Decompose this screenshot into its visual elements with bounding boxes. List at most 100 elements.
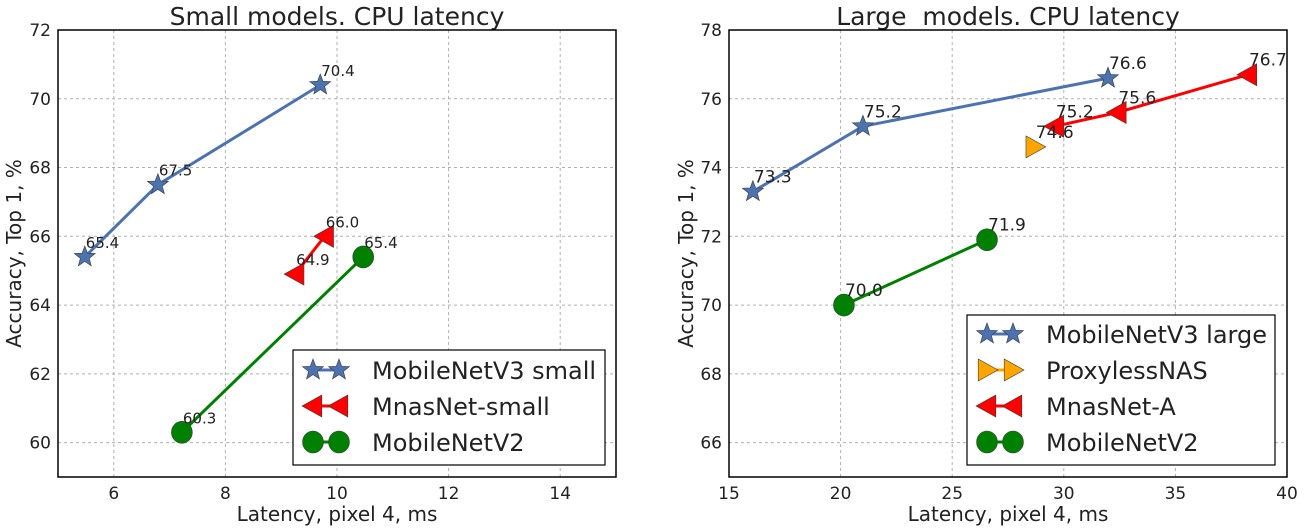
y-tick-label: 66 (29, 227, 51, 247)
legend-marker-star (1001, 322, 1025, 344)
legend-label: MobileNetV2 (1046, 429, 1199, 457)
x-tick-label: 40 (1276, 484, 1298, 504)
x-axis-label: Latency, pixel 4, ms (908, 502, 1109, 526)
legend-marker-star (975, 322, 999, 344)
x-tick-label: 10 (326, 484, 348, 504)
data-point-triangle-left (313, 224, 334, 248)
plot-area: 65.4 67.5 70.4 64.9 66.0 60.3 65.4 (73, 62, 398, 444)
data-point-triangle-left (283, 262, 305, 286)
data-point-triangle-right (1025, 135, 1047, 159)
data-point-star (741, 179, 765, 202)
data-label: 75.6 (1118, 89, 1156, 109)
y-tick-label: 60 (29, 434, 51, 454)
y-tick-label: 70 (700, 296, 722, 316)
legend-label: MobileNetV3 small (372, 357, 596, 385)
legend-entry: MobileNetV2 (976, 429, 1199, 457)
x-tick-label: 6 (108, 484, 119, 504)
legend-label: MobileNetV3 large (1046, 321, 1267, 349)
data-label: 67.5 (159, 162, 192, 180)
series-line (180, 255, 365, 434)
series-proxylessnas (1025, 135, 1047, 159)
legend-label: MobileNetV2 (372, 429, 525, 457)
x-tick-label: 8 (220, 484, 231, 504)
data-label: 70.4 (321, 62, 354, 80)
y-tick-label: 68 (29, 159, 51, 179)
legend-marker-triangle-left (327, 394, 349, 418)
legend-entry: ProxylessNAS (977, 357, 1208, 385)
data-point-circle (352, 245, 374, 269)
legend-marker-circle (976, 430, 998, 454)
series-line (843, 238, 988, 307)
data-label: 75.2 (864, 102, 902, 122)
data-label: 64.9 (296, 251, 329, 269)
legend-marker-circle (302, 430, 324, 454)
x-axis-label: Latency, pixel 4, ms (237, 502, 438, 526)
legend-entry: MnasNet-small (301, 393, 550, 421)
data-label: 70.0 (845, 281, 883, 301)
data-label: 75.2 (1056, 102, 1094, 122)
legend-label: MnasNet-small (372, 393, 550, 421)
data-point-star (146, 172, 170, 195)
series-mobilenetv3-large (741, 66, 1120, 202)
series-line (83, 83, 322, 258)
legend-label: ProxylessNAS (1046, 357, 1208, 385)
data-label: 65.4 (364, 234, 397, 252)
legend-marker-star (301, 358, 325, 380)
series-mobilenetv2 (833, 228, 998, 317)
data-point-triangle-left (1043, 114, 1064, 138)
data-point-circle (171, 420, 193, 444)
legend-entry: MobileNetV3 large (975, 321, 1267, 349)
x-tick-label: 20 (830, 484, 852, 504)
legend-marker-star (327, 358, 351, 380)
legend-marker-triangle-right (1003, 358, 1025, 382)
series-mobilenetv3-small (73, 73, 332, 267)
legend-marker-triangle-left (301, 394, 323, 418)
data-point-star (1096, 66, 1120, 88)
legend-entry: MobileNetV2 (302, 429, 525, 457)
legend-marker-triangle-left (1001, 394, 1023, 418)
data-point-circle (833, 293, 855, 317)
data-label: 60.3 (183, 409, 216, 427)
x-tick-label: 14 (549, 484, 571, 504)
x-tick-label: 15 (718, 484, 740, 504)
x-tick-label: 25 (941, 484, 963, 504)
legend-entry: MnasNet-A (975, 393, 1176, 421)
series-mobilenetv2 (171, 245, 374, 444)
data-label: 76.6 (1109, 54, 1147, 74)
data-label: 66.0 (326, 213, 359, 231)
y-tick-label: 68 (700, 365, 722, 385)
data-label: 71.9 (988, 216, 1026, 236)
series-mnasnet-small (283, 224, 334, 286)
data-point-triangle-left (1236, 63, 1258, 87)
y-tick-label: 62 (29, 365, 51, 385)
legend: MobileNetV3 large ProxylessNAS MnasNet-A Mo… (966, 314, 1276, 466)
data-point-triangle-left (1105, 101, 1127, 125)
data-label: 74.6 (1036, 123, 1074, 143)
y-tick-label: 72 (700, 227, 722, 247)
y-tick-label: 70 (29, 90, 51, 110)
y-tick-label: 76 (700, 90, 722, 110)
series-mnasnet-a (1043, 63, 1258, 138)
chart-title: Small models. CPU latency (170, 2, 505, 31)
legend-marker-triangle-right (977, 358, 999, 382)
axes-frame (57, 29, 617, 478)
legend-entry: MobileNetV3 small (301, 357, 596, 385)
chart-title: Large models. CPU latency (836, 2, 1180, 31)
x-tick-label: 12 (438, 484, 460, 504)
data-point-star (73, 245, 97, 267)
legend-label: MnasNet-A (1046, 393, 1176, 421)
y-tick-label: 74 (700, 159, 722, 179)
plot-area: 73.375.276.674.675.275.676.770.071.9 (741, 51, 1287, 317)
y-axis-label: Accuracy, Top 1, % (674, 159, 698, 348)
x-tick-label: 35 (1165, 484, 1187, 504)
chart-large-models: 15 20 25 30 35 40 66 68 70 72 74 76 78 Large models. … (674, 2, 1298, 526)
y-axis-label: Accuracy, Top 1, % (2, 159, 26, 348)
x-tick-label: 30 (1053, 484, 1075, 504)
legend-marker-triangle-left (975, 394, 997, 418)
data-point-star (308, 73, 332, 95)
data-point-circle (976, 228, 998, 252)
legend-marker-circle (328, 430, 350, 454)
y-tick-label: 72 (29, 21, 51, 41)
